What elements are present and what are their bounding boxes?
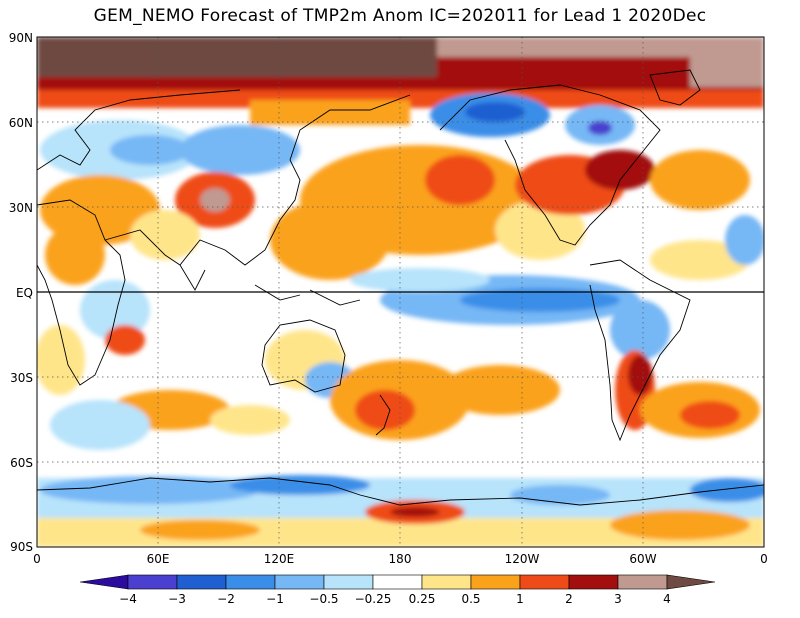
lat-tick-label: 60N [9, 116, 33, 130]
colorbar-label: −0.25 [355, 592, 392, 606]
anomaly-field [37, 37, 764, 547]
lat-tick-label: 60S [10, 456, 33, 470]
lat-tick-label: 90S [10, 540, 33, 554]
colorbar-label: −3 [168, 592, 186, 606]
lon-axis: 0 60E 120E 180 120W 60W 0 [33, 552, 768, 566]
colorbar-box [274, 574, 325, 590]
colorbar-high-arrow [666, 574, 716, 590]
colorbar-label: −2 [217, 592, 235, 606]
colorbar: −4 −3 −2 −1 −0.5 −0.25 0.25 0.5 1 2 3 4 [79, 574, 716, 606]
colorbar-box [225, 574, 276, 590]
colorbar-label: 1 [516, 592, 524, 606]
lat-tick-label: 30S [10, 371, 33, 385]
lon-tick-label: 180 [389, 552, 412, 566]
lat-tick-label: 30N [9, 201, 33, 215]
colorbar-label: 3 [614, 592, 622, 606]
map-gridlines [37, 37, 764, 547]
lat-tick-label: 90N [9, 31, 33, 45]
colorbar-low-arrow [79, 574, 129, 590]
colorbar-box [372, 574, 423, 590]
colorbar-label: −1 [266, 592, 284, 606]
colorbar-box [617, 574, 668, 590]
map-frame [36, 36, 765, 548]
lon-tick-label: 120E [264, 552, 295, 566]
colorbar-box [470, 574, 521, 590]
lon-tick-label: 0 [33, 552, 41, 566]
colorbar-box [568, 574, 619, 590]
colorbar-label: 2 [565, 592, 573, 606]
colorbar-box [519, 574, 570, 590]
colorbar-box [323, 574, 374, 590]
lat-axis: 90N 60N 30N EQ 30S 60S 90S [9, 31, 33, 554]
colorbar-label: 4 [663, 592, 671, 606]
colorbar-label: −4 [119, 592, 137, 606]
lat-tick-label: EQ [16, 286, 33, 300]
lon-tick-label: 60W [629, 552, 656, 566]
lon-tick-label: 60E [147, 552, 170, 566]
colorbar-box [421, 574, 472, 590]
colorbar-label: −0.5 [309, 592, 338, 606]
lon-tick-label: 0 [760, 552, 768, 566]
colorbar-label: 0.5 [461, 592, 480, 606]
colorbar-label: 0.25 [409, 592, 436, 606]
colorbar-box [176, 574, 227, 590]
lon-tick-label: 120W [505, 552, 540, 566]
map-title: GEM_NEMO Forecast of TMP2m Anom IC=20201… [93, 6, 707, 26]
colorbar-box [127, 574, 178, 590]
